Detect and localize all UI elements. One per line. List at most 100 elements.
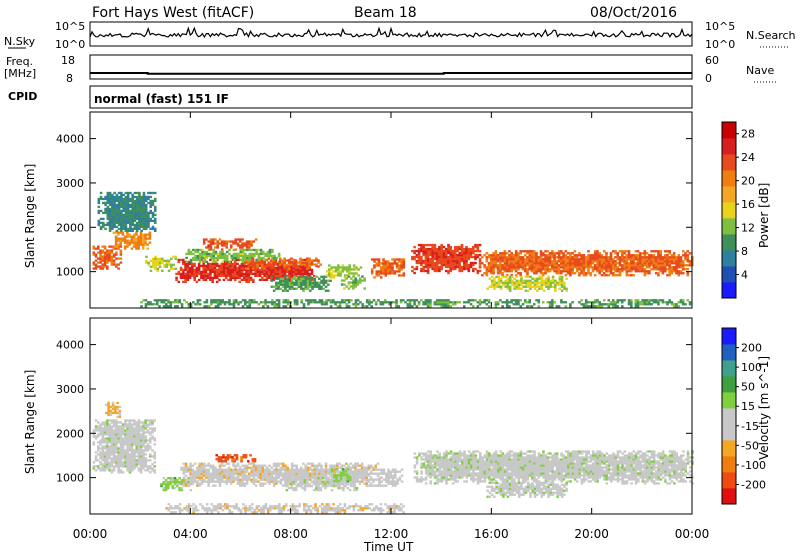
data-cell — [126, 451, 129, 454]
data-cell — [379, 270, 383, 273]
data-cell — [310, 272, 314, 276]
data-cell — [395, 258, 399, 261]
data-cell — [393, 301, 396, 304]
data-cell — [596, 260, 599, 263]
data-cell — [187, 478, 190, 481]
data-cell — [675, 260, 678, 263]
data-cell — [467, 251, 471, 255]
data-cell — [506, 287, 510, 290]
data-cell — [639, 301, 642, 304]
data-cell — [140, 213, 143, 217]
data-cell — [120, 229, 123, 233]
data-cell — [120, 199, 123, 203]
data-cell — [116, 411, 119, 415]
data-cell — [304, 464, 308, 467]
data-cell — [540, 285, 544, 288]
data-cell — [108, 451, 111, 454]
data-cell — [108, 433, 111, 436]
data-cell — [668, 264, 671, 267]
data-cell — [164, 482, 168, 486]
data-cell — [94, 429, 98, 432]
data-cell — [108, 431, 111, 434]
data-cell — [379, 262, 383, 265]
data-cell — [435, 299, 439, 302]
data-cell — [460, 265, 464, 269]
data-cell — [176, 484, 179, 488]
data-cell — [293, 283, 296, 286]
data-cell — [522, 281, 525, 284]
data-cell — [551, 299, 554, 302]
data-cell — [94, 455, 98, 458]
data-cell — [144, 447, 147, 450]
data-cell — [140, 205, 143, 209]
data-cell — [467, 247, 471, 251]
data-cell — [237, 252, 240, 256]
data-cell — [297, 281, 301, 284]
data-cell — [308, 268, 312, 272]
data-cell — [209, 238, 213, 241]
data-cell — [192, 252, 195, 256]
data-cell — [151, 435, 154, 438]
data-cell — [228, 299, 231, 302]
data-cell — [128, 469, 132, 472]
data-cell — [494, 262, 498, 265]
data-cell — [135, 205, 139, 209]
data-cell — [582, 258, 586, 261]
data-cell — [661, 270, 665, 273]
data-cell — [277, 468, 280, 471]
data-cell — [315, 257, 318, 260]
data-cell — [472, 255, 475, 259]
data-cell — [124, 419, 127, 422]
data-cell — [386, 260, 390, 263]
data-cell — [114, 409, 117, 413]
data-cell — [144, 195, 148, 199]
data-cell — [449, 255, 452, 259]
data-cell — [593, 260, 597, 263]
data-cell — [521, 258, 525, 261]
data-cell — [211, 268, 214, 272]
data-cell — [229, 274, 233, 278]
data-cell — [429, 243, 432, 247]
data-cell — [131, 205, 134, 209]
data-cell — [287, 267, 291, 270]
data-cell — [327, 279, 330, 282]
data-cell — [151, 437, 154, 440]
data-cell — [137, 437, 141, 440]
data-cell — [108, 207, 112, 211]
data-cell — [187, 250, 191, 254]
data-cell — [465, 263, 468, 267]
data-cell — [103, 251, 107, 254]
data-cell — [634, 266, 638, 269]
data-cell — [151, 263, 155, 266]
data-cell — [250, 470, 253, 473]
data-cell — [269, 261, 273, 264]
data-cell — [151, 211, 155, 215]
data-cell — [256, 268, 260, 272]
data-cell — [160, 261, 164, 264]
data-cell — [533, 283, 537, 286]
data-cell — [494, 266, 498, 269]
data-cell — [444, 259, 448, 263]
data-cell — [609, 272, 613, 275]
data-cell — [272, 270, 275, 274]
data-cell — [545, 281, 548, 284]
data-cell — [580, 256, 583, 259]
data-cell — [160, 269, 164, 272]
data-cell — [233, 260, 237, 264]
cpid-frame — [89, 85, 693, 109]
data-cell — [343, 283, 346, 286]
data-cell — [238, 474, 242, 477]
data-cell — [322, 287, 326, 290]
colorbar-tick-label: 4 — [741, 269, 748, 282]
data-cell — [254, 468, 258, 471]
data-cell — [663, 258, 667, 261]
data-cell — [126, 217, 130, 221]
data-cell — [220, 268, 223, 272]
data-cell — [288, 278, 291, 282]
data-cell — [250, 474, 253, 477]
data-cell — [308, 474, 312, 477]
data-cell — [99, 257, 102, 260]
data-cell — [460, 269, 464, 273]
data-cell — [303, 266, 307, 270]
data-cell — [284, 285, 287, 288]
